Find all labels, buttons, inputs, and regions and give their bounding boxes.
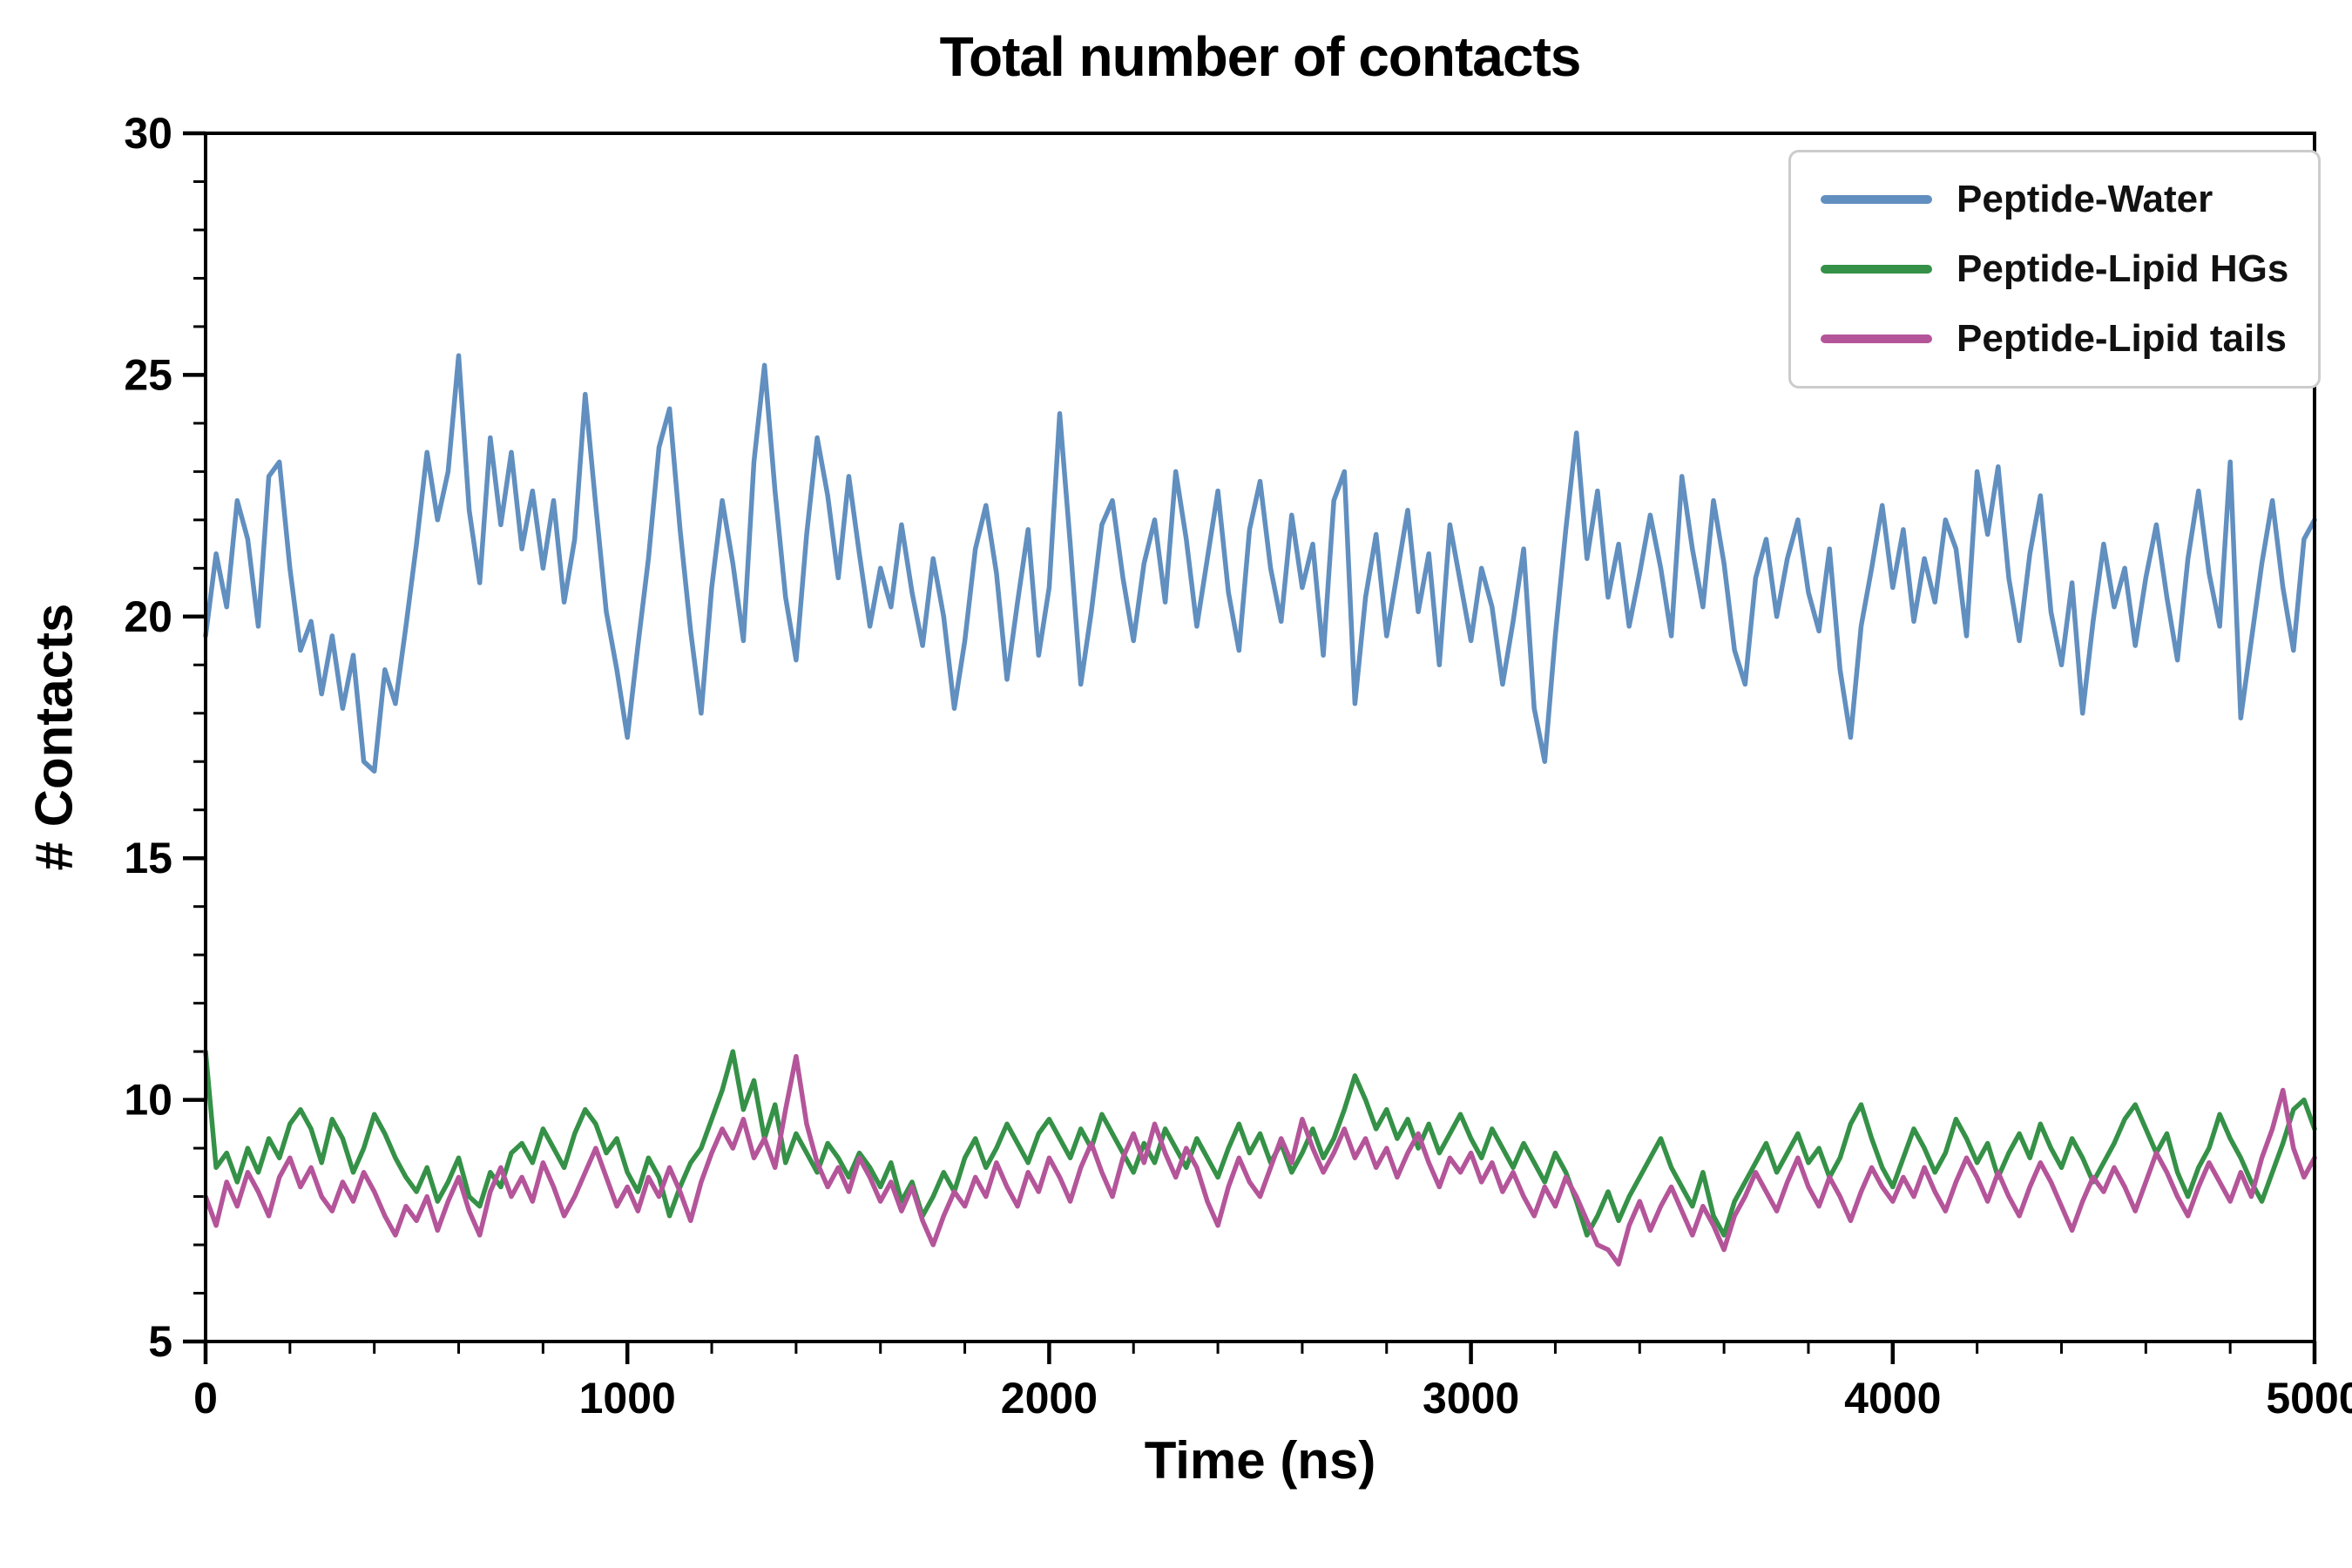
legend-label-peptide-lipid-tails: Peptide-Lipid tails — [1957, 317, 2287, 360]
tick-labels: 0 1000 2000 3000 4000 5000 5 10 15 20 25 30 — [124, 109, 2352, 1423]
y-tick-label: 25 — [124, 350, 172, 399]
x-tick-label: 0 — [193, 1374, 218, 1423]
x-tick-label: 4000 — [1844, 1374, 1941, 1423]
legend-item-peptide-water: Peptide-Water — [1821, 173, 2288, 226]
chart-title: Total number of contacts — [939, 25, 1582, 88]
legend-item-peptide-lipid-hgs: Peptide-Lipid HGs — [1821, 243, 2288, 295]
legend-item-peptide-lipid-tails: Peptide-Lipid tails — [1821, 313, 2288, 365]
plot-frame — [204, 132, 2316, 1343]
y-tick-label: 5 — [148, 1317, 172, 1366]
legend-swatch-peptide-water — [1821, 195, 1932, 204]
line-peptide-water — [203, 353, 2317, 774]
legend-label-peptide-lipid-hgs: Peptide-Lipid HGs — [1957, 247, 2289, 290]
axis-ticks — [183, 131, 2317, 1364]
x-axis-label: Time (ns) — [1144, 1431, 1376, 1490]
y-axis-label: # Contacts — [24, 603, 84, 871]
y-tick-label: 30 — [124, 109, 172, 158]
x-tick-label: 3000 — [1423, 1374, 1519, 1423]
x-tick-label: 5000 — [2266, 1374, 2352, 1423]
legend-swatch-peptide-lipid-hgs — [1821, 265, 1932, 274]
y-tick-label: 10 — [124, 1076, 172, 1125]
y-tick-label: 15 — [124, 834, 172, 882]
line-peptide-lipid-hgs — [203, 1049, 2317, 1238]
legend: Peptide-Water Peptide-Lipid HGs Peptide-Li… — [1788, 150, 2322, 389]
legend-label-peptide-water: Peptide-Water — [1957, 178, 2213, 220]
line-peptide-lipid-tails — [203, 1053, 2317, 1267]
x-tick-label: 1000 — [579, 1374, 676, 1423]
legend-swatch-peptide-lipid-tails — [1821, 335, 1932, 343]
x-tick-label: 2000 — [1001, 1374, 1098, 1423]
y-tick-label: 20 — [124, 592, 172, 641]
